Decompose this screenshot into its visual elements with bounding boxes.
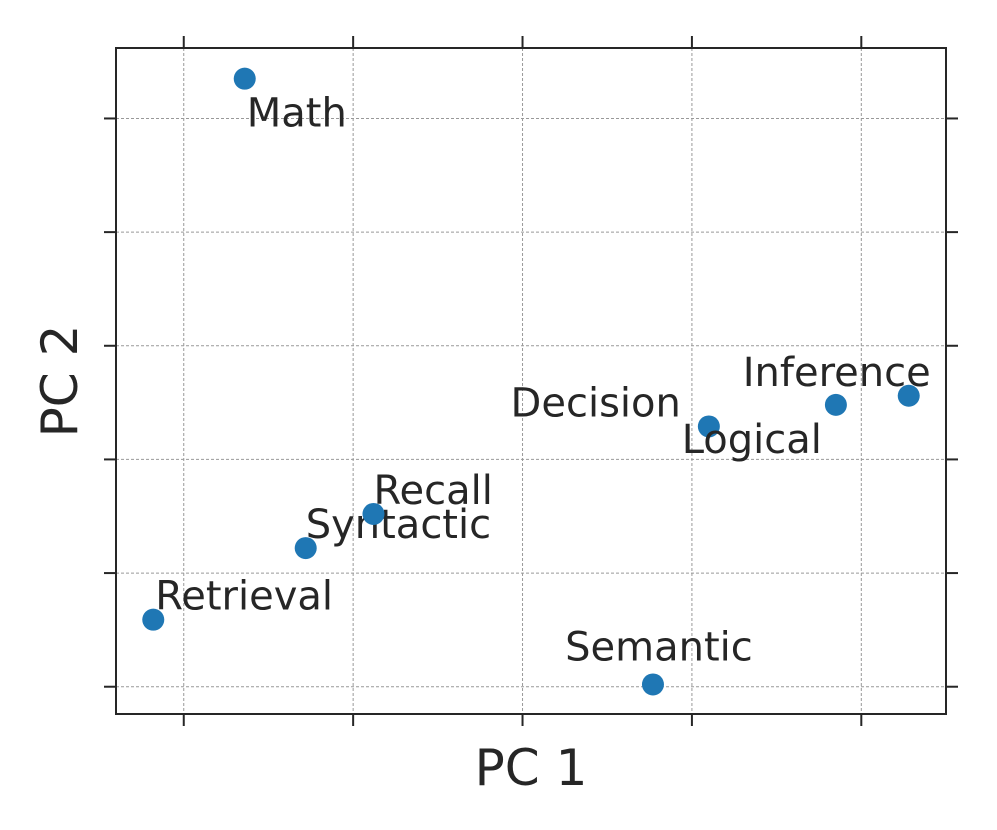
point: [824, 393, 847, 416]
point: [294, 537, 317, 560]
point: [233, 67, 256, 90]
point-label: Retrieval: [155, 574, 333, 620]
point: [142, 608, 165, 631]
point: [641, 673, 664, 696]
point-label: Math: [247, 91, 347, 137]
point-label: Logical: [682, 417, 822, 463]
point: [362, 502, 385, 525]
x-axis-label: PC 1: [475, 739, 588, 797]
point-label: Semantic: [565, 624, 753, 670]
point: [697, 415, 720, 438]
point: [897, 384, 920, 407]
plot-frame: [115, 47, 947, 715]
point-label: Decision: [511, 380, 681, 426]
point-label: Inference: [743, 350, 931, 396]
point-label: Syntactic: [306, 502, 491, 548]
y-axis-label: PC 2: [31, 325, 89, 438]
point-label: Recall: [373, 468, 492, 514]
